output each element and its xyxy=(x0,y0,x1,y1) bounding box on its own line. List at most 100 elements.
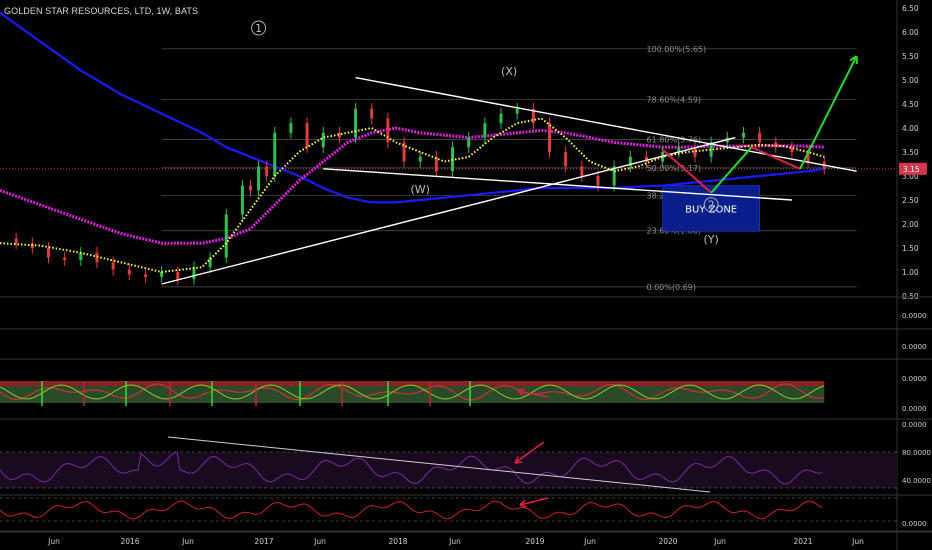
osc-annotation-arrow-head xyxy=(519,499,527,508)
rsi-top-label: 0.0000 xyxy=(902,421,927,429)
projection-segment xyxy=(799,55,858,170)
trendline xyxy=(323,168,792,201)
trendline xyxy=(161,136,736,285)
price-candle xyxy=(240,185,244,215)
price-candle xyxy=(143,274,147,277)
stoch-upper-label: 0.0000 xyxy=(902,375,927,383)
time-tick-label: 2020 xyxy=(658,537,677,546)
time-tick-label: 2017 xyxy=(254,537,273,546)
time-tick-label: 2021 xyxy=(793,537,812,546)
stoch-d-line xyxy=(0,384,825,400)
pane2-value: 0.0000 xyxy=(902,343,927,351)
osc-label: 0.0000 xyxy=(902,520,927,528)
price-candle xyxy=(758,132,762,143)
price-candle xyxy=(515,108,519,114)
price-candle xyxy=(548,123,552,152)
price-tick-label: 6.00 xyxy=(902,28,919,37)
ma-mid-line xyxy=(0,126,825,245)
rsi-40-label: 40.0000 xyxy=(902,477,931,485)
price-candle xyxy=(402,142,406,162)
price-candle xyxy=(289,123,293,133)
price-candle xyxy=(192,267,196,280)
price-tick-label: 1.50 xyxy=(902,244,919,253)
last-price-tag xyxy=(899,162,927,175)
price-candle xyxy=(257,166,261,191)
pane1-value: 0.0000 xyxy=(902,312,927,320)
rsi-trendline xyxy=(167,436,711,493)
price-candle xyxy=(265,166,269,176)
price-candle xyxy=(418,156,422,162)
projection-segment xyxy=(661,148,712,194)
price-candle xyxy=(176,272,180,280)
rsi-80-label: 80.0000 xyxy=(902,449,931,457)
price-candle xyxy=(596,176,600,186)
price-candle xyxy=(386,118,390,143)
price-candle xyxy=(709,142,713,157)
price-candle xyxy=(354,108,358,138)
price-tick-label: 2.50 xyxy=(902,196,919,205)
time-tick-label: 2019 xyxy=(525,537,544,546)
price-tick-label: 3.00 xyxy=(902,172,919,181)
projection-arrowhead xyxy=(849,55,858,65)
price-candle xyxy=(483,123,487,138)
price-candle xyxy=(434,156,438,172)
time-tick-label: 2016 xyxy=(120,537,139,546)
price-candle xyxy=(63,257,67,260)
price-candle xyxy=(580,166,584,176)
price-candle xyxy=(273,132,277,176)
price-candle xyxy=(693,147,697,157)
price-candle xyxy=(677,147,681,152)
time-tick-label: Jun xyxy=(313,537,326,546)
price-candle xyxy=(46,248,50,258)
stoch-annotation-arrow xyxy=(517,390,549,398)
osc-line xyxy=(0,500,823,520)
price-tick-label: 1.00 xyxy=(902,268,919,277)
fib-label: 50.00%(3.17) xyxy=(646,164,701,173)
time-tick-label: Jun xyxy=(448,537,461,546)
price-candle xyxy=(531,108,535,124)
price-tick-label: 5.50 xyxy=(902,52,919,61)
price-candle xyxy=(370,108,374,119)
price-candle xyxy=(467,137,471,148)
price-candle xyxy=(14,238,18,244)
price-tick-label: 6.50 xyxy=(902,4,919,13)
time-tick-label: Jun xyxy=(47,537,60,546)
buy-zone-label: BUY ZONE xyxy=(685,204,737,215)
time-tick-label: Jun xyxy=(583,537,596,546)
time-tick-label: Jun xyxy=(181,537,194,546)
price-candle xyxy=(321,132,325,148)
price-tick-label: 4.00 xyxy=(902,124,919,133)
price-tick-label: 4.50 xyxy=(902,100,919,109)
price-candle xyxy=(79,252,83,260)
price-candle xyxy=(224,214,228,258)
rsi-annotation-arrow-head xyxy=(514,456,523,464)
wave-label: 2 xyxy=(708,199,715,212)
price-candle xyxy=(249,185,253,191)
ma-slow-line xyxy=(0,11,825,204)
fib-label: 0.00%(0.69) xyxy=(646,283,695,292)
price-candle xyxy=(644,156,648,162)
price-candle xyxy=(741,132,745,138)
price-candle xyxy=(208,257,212,268)
price-candle xyxy=(790,147,794,152)
fib-label: 78.60%(4.59) xyxy=(646,96,701,105)
wave-label-circle xyxy=(703,197,719,213)
price-candle xyxy=(337,132,341,138)
rsi-line xyxy=(0,451,823,485)
stoch-annotation-arrow-head xyxy=(517,388,525,397)
wave-label: (X) xyxy=(501,65,517,78)
stoch-upper-band xyxy=(0,381,825,386)
projection-segment xyxy=(710,146,753,194)
price-candle xyxy=(305,123,309,148)
price-candle xyxy=(160,272,164,277)
price-candle xyxy=(111,262,115,270)
time-tick-label: Jun xyxy=(851,537,864,546)
time-tick-label: Jun xyxy=(713,537,726,546)
stoch-k-line xyxy=(0,383,825,401)
price-candle xyxy=(499,113,503,124)
stoch-lower-label: 0.0000 xyxy=(902,405,927,413)
wave-label: (Y) xyxy=(703,233,718,246)
wave-label: 1 xyxy=(255,22,262,35)
price-tick-label: 3.50 xyxy=(902,148,919,157)
